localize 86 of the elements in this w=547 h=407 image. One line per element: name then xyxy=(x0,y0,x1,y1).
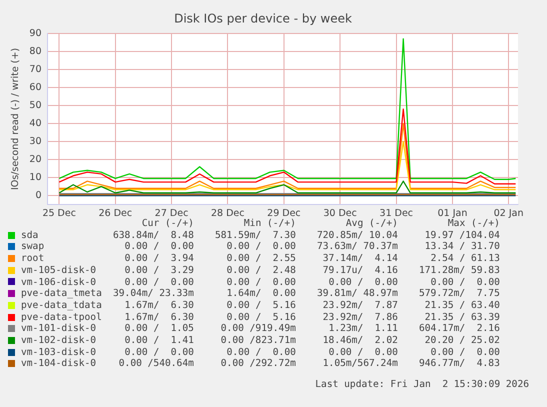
x-tick-label: 29 Dec xyxy=(267,208,301,219)
y-tick-label: 30 xyxy=(29,136,42,147)
text: 23.92m/ 7.86 xyxy=(322,312,398,324)
text: 21.35 / 63.40 xyxy=(424,300,500,312)
text: 0.00 / 2.55 xyxy=(226,253,296,265)
text: Cur (-/+) xyxy=(140,218,194,230)
y-tick-label: 10 xyxy=(29,172,42,184)
text: 0.00 / 0.00 xyxy=(328,276,398,288)
x-tick-label: 25 Dec xyxy=(42,208,76,219)
text: Max (-/+) xyxy=(446,218,500,230)
text: 0.00 /823.71m xyxy=(220,335,296,347)
x-tick-label: 30 Dec xyxy=(323,208,357,219)
text: 0.00 / 0.00 xyxy=(226,241,296,254)
text: 604.17m/ 2.16 xyxy=(418,323,500,336)
legend-label: root xyxy=(20,253,46,265)
y-tick-label: 80 xyxy=(29,46,42,57)
text: 171.28m/ 59.83 xyxy=(418,264,500,277)
x-tick-label: 31 Dec xyxy=(380,208,414,219)
legend-label: swap xyxy=(20,241,46,254)
x-tick-label: 28 Dec xyxy=(210,208,244,219)
text: 0.00 / 2.48 xyxy=(226,264,296,277)
text: Avg (-/+) xyxy=(344,218,398,230)
text: 37.14m/ 4.14 xyxy=(322,253,398,265)
text: 1.67m/ 6.30 xyxy=(124,312,194,324)
text: 581.59m/ 7.30 xyxy=(214,230,296,242)
text: 0.00 / 0.00 xyxy=(124,346,194,358)
text: 720.85m/ 10.04 xyxy=(316,230,398,242)
text: 79.17u/ 4.16 xyxy=(322,264,398,277)
text: 39.81m/ 48.97m xyxy=(316,288,398,300)
text: 18.46m/ 2.02 xyxy=(322,335,398,347)
legend-label: vm-102-disk-0 xyxy=(20,335,98,347)
legend-label: vm-106-disk-0 xyxy=(20,276,98,288)
y-tick-label: 70 xyxy=(29,64,42,75)
legend-label: vm-105-disk-0 xyxy=(20,264,98,277)
text: 19.97 /104.04 xyxy=(424,230,500,242)
text: Last update: Fri Jan 2 15:30:09 2026 xyxy=(315,379,529,390)
text: 39.04m/ 23.33m xyxy=(112,288,194,300)
text: 0.00 / 0.00 xyxy=(430,276,500,288)
text: 0.00 / 3.29 xyxy=(124,264,194,277)
y-tick-label: 0 xyxy=(35,190,42,202)
text: 20.20 / 25.02 xyxy=(424,335,500,347)
text: 579.72m/ 7.75 xyxy=(418,288,500,300)
text: 0.00 /919.49m xyxy=(220,323,296,336)
text: 0.00 / 0.00 xyxy=(124,241,194,254)
chart-title: Disk IOs per device - by week xyxy=(174,11,352,26)
text: 13.34 / 31.70 xyxy=(424,241,500,254)
legend-label: vm-104-disk-0 xyxy=(20,358,98,370)
text: 0.00 / 1.41 xyxy=(124,335,194,347)
y-tick-label: 20 xyxy=(29,154,42,166)
text: 638.84m/ 8.48 xyxy=(112,230,194,242)
text: 23.92m/ 7.87 xyxy=(322,300,398,312)
legend-label: vm-101-disk-0 xyxy=(20,323,98,336)
y-axis-title: IOs/second read (-) / write (+) xyxy=(10,48,22,190)
legend-label: pve-data-tpool xyxy=(20,312,102,324)
text: 21.35 / 63.39 xyxy=(424,312,500,324)
text: 0.00 / 3.94 xyxy=(124,253,194,265)
text: 0.00 / 1.05 xyxy=(124,323,194,336)
legend-label: pve-data_tmeta xyxy=(20,288,102,300)
text: 73.63m/ 70.37m xyxy=(316,241,398,254)
x-tick-label: 27 Dec xyxy=(154,208,188,219)
text: 0.00 /292.72m xyxy=(220,358,296,370)
y-tick-label: 60 xyxy=(29,82,42,93)
text: 0.00 / 0.00 xyxy=(124,276,194,288)
x-tick-label: 02 Jan xyxy=(494,208,524,219)
y-tick-label: 50 xyxy=(29,100,42,111)
text: 1.64m/ 0.00 xyxy=(226,288,296,300)
y-tick-label: 40 xyxy=(29,118,42,129)
text: 946.77m/ 4.83 xyxy=(418,358,500,370)
text: 2.54 / 61.13 xyxy=(430,253,500,265)
x-tick-label: 01 Jan xyxy=(438,208,468,219)
text: 0.00 / 0.00 xyxy=(328,346,398,358)
x-tick-label: 26 Dec xyxy=(98,208,132,219)
text: Min (-/+) xyxy=(242,218,296,230)
y-tick-label: 90 xyxy=(29,28,42,39)
text: 1.23m/ 1.11 xyxy=(328,323,398,336)
text: 0.00 / 0.00 xyxy=(430,346,500,358)
text: 0.00 /540.64m xyxy=(118,358,194,370)
text: 0.00 / 5.16 xyxy=(226,312,296,324)
text: 1.67m/ 6.30 xyxy=(124,300,194,312)
text: 0.00 / 5.16 xyxy=(226,300,296,312)
text: 0.00 / 0.00 xyxy=(226,276,296,288)
legend-label: sda xyxy=(20,230,40,242)
text: 0.00 / 0.00 xyxy=(226,346,296,358)
legend-label: pve-data_tdata xyxy=(20,300,102,312)
text: 1.05m/567.24m xyxy=(322,358,398,370)
legend-label: vm-103-disk-0 xyxy=(20,346,98,358)
